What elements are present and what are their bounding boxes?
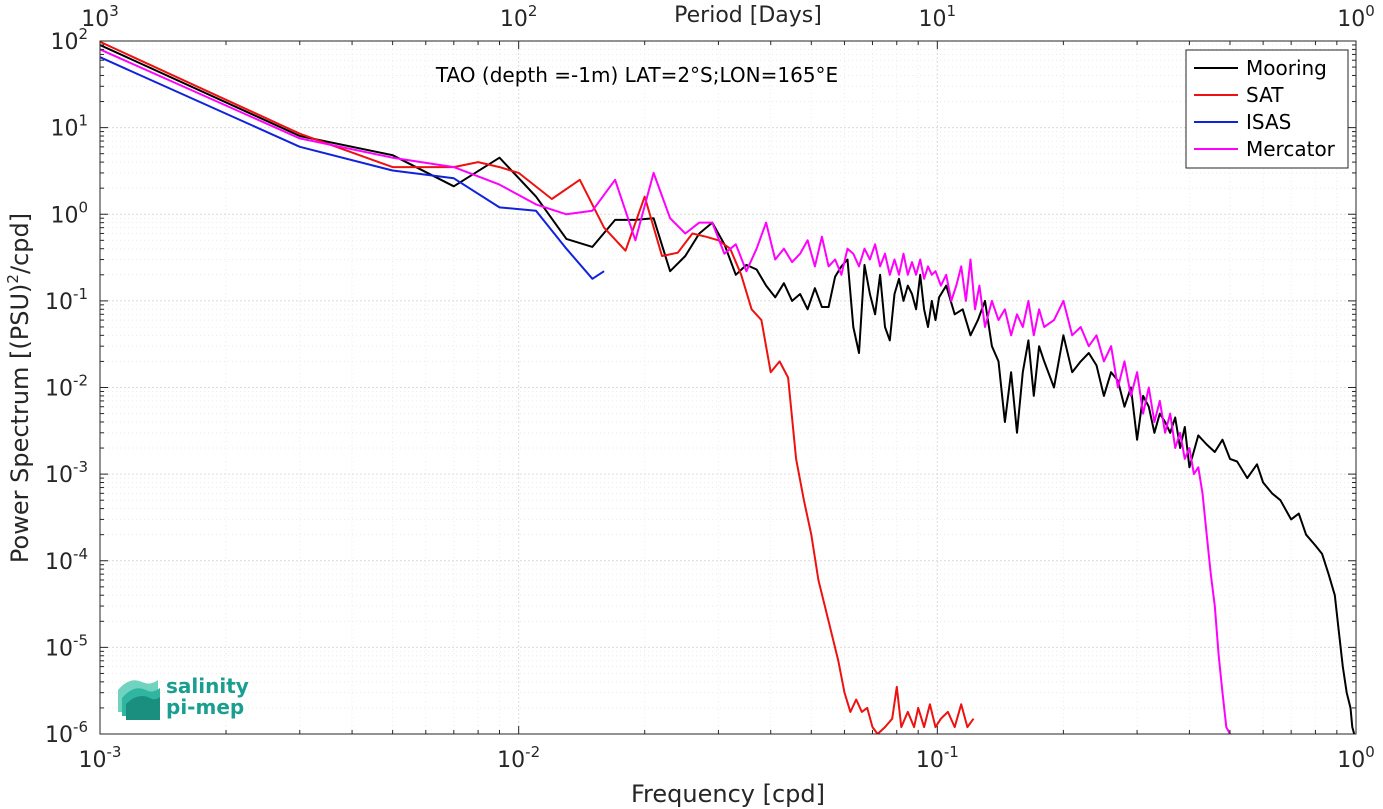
x-axis-label: Frequency [cpd] [631,780,825,808]
y-axis-label: Power Spectrum [(PSU)2/cpd] [4,213,34,563]
y-axis-label-main: Power Spectrum [(PSU) [6,284,34,563]
series-line-sat [100,41,975,734]
x-tick-labels: 10-3 10-2 10-1 100 [79,743,1375,773]
tick-base: 10 [916,748,944,773]
tick-base: 10 [50,30,78,55]
tick-base: 10 [45,723,73,748]
tick-base: 10 [45,463,73,488]
tick-base: 10 [45,550,73,575]
tick-base: 10 [1337,748,1365,773]
tick-base: 10 [497,748,525,773]
chart-title: TAO (depth =-1m) LAT=2°S;LON=165°E [435,63,838,87]
tick-exponent: -2 [525,743,540,761]
tick-exponent: 0 [1365,2,1375,20]
series-line-mercator [100,48,1231,734]
legend-label-isas: ISAS [1246,110,1291,134]
tick-exponent: -5 [73,631,88,649]
tick-exponent: 0 [1365,743,1375,761]
logo: salinity pi-mep [118,674,249,720]
x-tick-label: 10-2 [497,743,540,773]
tick-base: 10 [919,7,947,32]
tick-exponent: 2 [528,2,538,20]
tick-exponent: -4 [73,545,88,563]
tick-exponent: 0 [78,198,88,216]
y-tick-label: 101 [50,112,88,142]
tick-base: 10 [45,290,73,315]
series-line-isas [100,56,605,280]
x2-tick-label: 102 [500,2,538,32]
x2-tick-label: 101 [919,2,957,32]
salinity-wave-icon [118,680,160,720]
series-layer [100,41,1356,734]
tick-base: 10 [50,203,78,228]
legend-label-mercator: Mercator [1246,137,1336,161]
legend-label-sat: SAT [1246,83,1284,107]
legend: Mooring SAT ISAS Mercator [1185,49,1349,169]
tick-base: 10 [500,7,528,32]
tick-base: 10 [50,117,78,142]
y-tick-label: 100 [50,198,88,228]
x2-tick-label: 103 [81,2,119,32]
y-tick-label: 10-3 [45,458,88,488]
tick-exponent: -1 [944,743,959,761]
x2-tick-labels: 103 102 101 100 [81,2,1375,32]
y-tick-label: 10-5 [45,631,88,661]
y-tick-label: 10-6 [45,718,88,748]
tick-base: 10 [45,377,73,402]
series-line-mooring [100,44,1356,734]
y-tick-label: 10-4 [45,545,88,575]
tick-exponent: 2 [78,25,88,43]
x-tick-label: 10-1 [916,743,959,773]
tick-exponent: -2 [73,372,88,390]
x2-tick-label: 100 [1337,2,1375,32]
logo-text-line2: pi-mep [166,695,244,719]
x-tick-label: 100 [1337,743,1375,773]
tick-exponent: 1 [78,112,88,130]
tick-exponent: 3 [109,2,119,20]
tick-exponent: -3 [107,743,122,761]
y-tick-label: 102 [50,25,88,55]
grid-lines [100,41,1356,734]
tick-exponent: -6 [73,718,88,736]
tick-base: 10 [45,636,73,661]
tick-exponent: 1 [947,2,957,20]
tick-base: 10 [81,7,109,32]
tick-base: 10 [79,748,107,773]
y-axis-label-sup: 2 [4,274,22,284]
tick-base: 10 [1337,7,1365,32]
logo-text-line1: salinity [166,674,249,698]
y-axis-label-tail: /cpd] [6,213,34,274]
tick-marks [100,41,1356,734]
tick-exponent: -3 [73,458,88,476]
x2-axis-label: Period [Days] [674,3,822,28]
x-tick-label: 10-3 [79,743,122,773]
y-tick-label: 10-2 [45,372,88,402]
y-tick-label: 10-1 [45,285,88,315]
tick-exponent: -1 [73,285,88,303]
legend-items: Mooring SAT ISAS Mercator [1194,56,1336,161]
legend-label-mooring: Mooring [1246,56,1327,80]
